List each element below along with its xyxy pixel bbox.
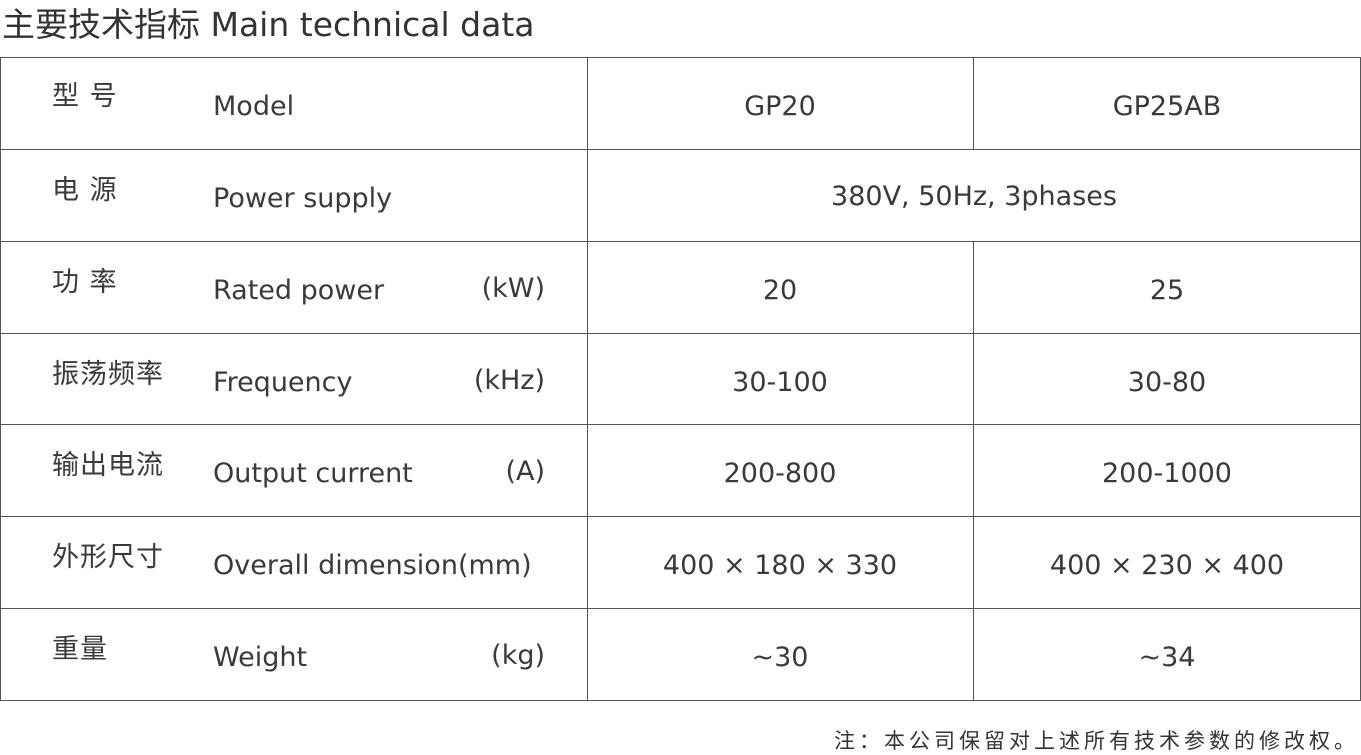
unit: (kg) bbox=[491, 640, 545, 672]
label-zh: 功 率 bbox=[52, 266, 118, 298]
value: 30-100 bbox=[732, 366, 828, 398]
row-border bbox=[0, 608, 1361, 610]
column-border bbox=[973, 516, 974, 609]
column-border bbox=[973, 424, 974, 517]
column-border bbox=[973, 240, 974, 333]
spec-table: 型 号 Model GP20 GP25AB 电 源 Power supply 380V, 5… bbox=[0, 57, 1361, 701]
value: 20 bbox=[762, 274, 798, 306]
value: GP25AB bbox=[1112, 91, 1222, 122]
label-zh: 输出电流 bbox=[52, 450, 164, 482]
footnote: 注：本公司保留对上述所有技术参数的修改权。 bbox=[834, 729, 1359, 753]
row-border bbox=[0, 516, 1361, 518]
row-border bbox=[0, 240, 1361, 242]
value: 400 × 180 × 330 bbox=[662, 550, 898, 582]
label-en: Rated power bbox=[213, 274, 385, 306]
row-border bbox=[0, 332, 1361, 334]
label-en: Output current bbox=[213, 458, 413, 490]
label-zh: 重量 bbox=[52, 634, 108, 666]
value: ~30 bbox=[751, 642, 809, 674]
label-en: Model bbox=[213, 91, 295, 122]
page-title: 主要技术指标 Main technical data bbox=[2, 5, 535, 44]
label-zh: 型 号 bbox=[52, 81, 118, 112]
value: 200-800 bbox=[723, 458, 837, 490]
value: 380V, 50Hz, 3phases bbox=[831, 180, 1117, 212]
row-border bbox=[0, 148, 1361, 150]
label-en: Frequency bbox=[213, 366, 353, 398]
label-zh: 电 源 bbox=[52, 174, 118, 206]
label-en: Weight bbox=[213, 642, 308, 674]
column-border bbox=[1359, 57, 1361, 700]
value: GP20 bbox=[744, 91, 816, 122]
unit: (kW) bbox=[481, 272, 545, 304]
label-en: Overall dimension(mm) bbox=[213, 550, 532, 582]
column-border bbox=[973, 57, 974, 149]
column-border bbox=[587, 57, 588, 700]
value: 30-80 bbox=[1127, 366, 1207, 398]
label-zh: 振荡频率 bbox=[52, 358, 164, 390]
column-border bbox=[973, 332, 974, 425]
value: 200-1000 bbox=[1102, 458, 1232, 490]
value: 400 × 230 × 400 bbox=[1049, 550, 1285, 582]
row-border bbox=[0, 700, 1361, 701]
unit: (A) bbox=[505, 456, 545, 488]
label-zh: 外形尺寸 bbox=[52, 542, 164, 574]
value: 25 bbox=[1149, 274, 1185, 306]
unit: (kHz) bbox=[473, 364, 545, 396]
column-border bbox=[973, 608, 974, 700]
row-border bbox=[0, 424, 1361, 426]
column-border bbox=[0, 57, 1, 700]
label-en: Power supply bbox=[213, 182, 393, 214]
value: ~34 bbox=[1138, 642, 1196, 674]
row-border bbox=[0, 57, 1361, 58]
